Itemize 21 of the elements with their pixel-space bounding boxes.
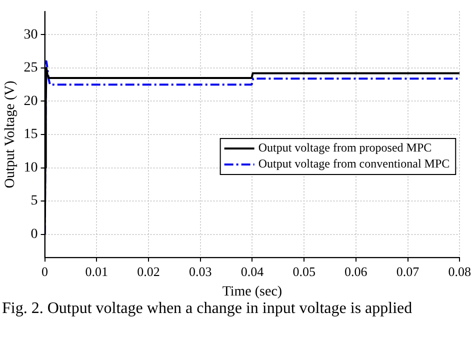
y-tick-label: 25: [24, 60, 38, 76]
x-tick-label: 0.01: [85, 264, 108, 279]
x-tick-label: 0.08: [448, 264, 471, 279]
y-tick-label: 5: [30, 194, 38, 209]
y-tick-label: 0: [30, 226, 38, 242]
y-axis-title: Output Voltage (V): [3, 80, 18, 188]
x-tick-label: 0.07: [396, 264, 420, 279]
x-tick-label: 0.03: [188, 264, 212, 279]
x-tick-label: 0.05: [292, 264, 316, 279]
y-tick-label: 30: [24, 27, 38, 42]
x-tick-label: 0.06: [344, 264, 368, 279]
x-tick-label: 0.02: [137, 264, 160, 279]
x-axis-title: Time (sec): [222, 284, 282, 300]
legend-label: Output voltage from conventional MPC: [258, 156, 450, 171]
caption: Fig. 2. Output voltage when a change in input voltage is applied: [1, 300, 414, 318]
y-tick-label: 10: [24, 160, 38, 176]
y-tick-label: 20: [24, 94, 38, 109]
legend-label: Output voltage from proposed MPC: [258, 140, 432, 155]
y-tick-label: 15: [24, 127, 38, 142]
x-tick-label: 0.04: [240, 264, 264, 279]
x-tick-label: 0: [42, 264, 48, 279]
